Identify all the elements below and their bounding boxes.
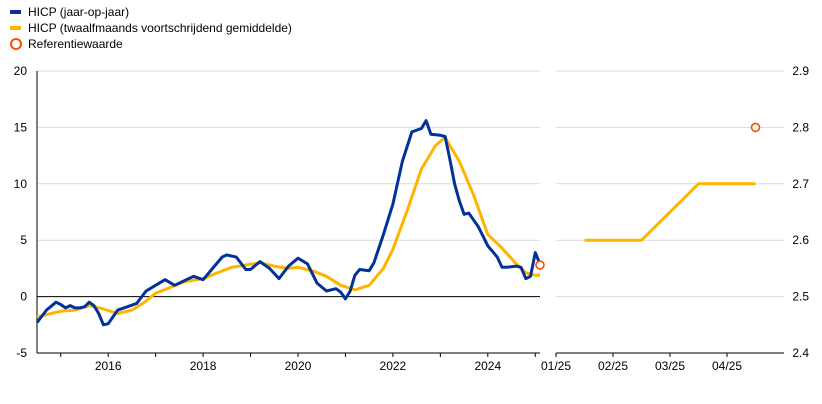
x-tick-label-right-3: 04/25 [712, 359, 742, 373]
y-tick-label-right-0: 2.4 [792, 346, 809, 360]
x-tick-label-left-4: 2024 [474, 359, 501, 373]
legend-label-moving-avg: HICP (twaalfmaands voortschrijdend gemid… [28, 21, 292, 35]
legend-item-hicp: HICP (jaar-op-jaar) [10, 4, 292, 20]
legend-swatch-reference [10, 38, 22, 50]
y-tick-label-right-5: 2.9 [792, 64, 809, 78]
legend-swatch-moving-avg [10, 26, 21, 30]
legend-item-reference: Referentiewaarde [10, 36, 292, 52]
y-tick-label-left-4: 15 [14, 120, 28, 134]
legend-label-reference: Referentiewaarde [28, 37, 123, 51]
legend-label-hicp: HICP (jaar-op-jaar) [28, 5, 130, 19]
x-tick-label-left-2: 2020 [285, 359, 312, 373]
y-tick-label-right-3: 2.7 [792, 177, 809, 191]
x-tick-label-left-1: 2018 [190, 359, 217, 373]
reference-point-left-0 [535, 260, 545, 270]
x-tick-label-right-2: 03/25 [655, 359, 685, 373]
x-tick-label-left-0: 2016 [95, 359, 122, 373]
legend-item-moving-avg: HICP (twaalfmaands voortschrijdend gemid… [10, 20, 292, 36]
legend-swatch-hicp [10, 10, 21, 14]
y-tick-label-right-2: 2.6 [792, 233, 809, 247]
series-line-hicp [35, 119, 542, 327]
series-line-moving-avg [36, 136, 540, 319]
reference-point-right-0 [750, 122, 761, 133]
y-tick-label-left-5: 20 [14, 64, 28, 78]
series-line-moving-avg-right [584, 182, 756, 242]
legend: HICP (jaar-op-jaar) HICP (twaalfmaands v… [10, 4, 292, 52]
y-tick-label-right-1: 2.5 [792, 290, 809, 304]
x-tick-label-right-1: 02/25 [598, 359, 628, 373]
y-tick-label-left-1: 0 [20, 290, 27, 304]
y-tick-label-right-4: 2.8 [792, 120, 809, 134]
x-tick-label-right-0: 01/25 [541, 359, 571, 373]
y-tick-label-left-0: -5 [16, 346, 27, 360]
y-tick-label-left-3: 10 [14, 177, 28, 191]
x-tick-label-left-3: 2022 [380, 359, 407, 373]
y-tick-label-left-2: 5 [20, 233, 27, 247]
